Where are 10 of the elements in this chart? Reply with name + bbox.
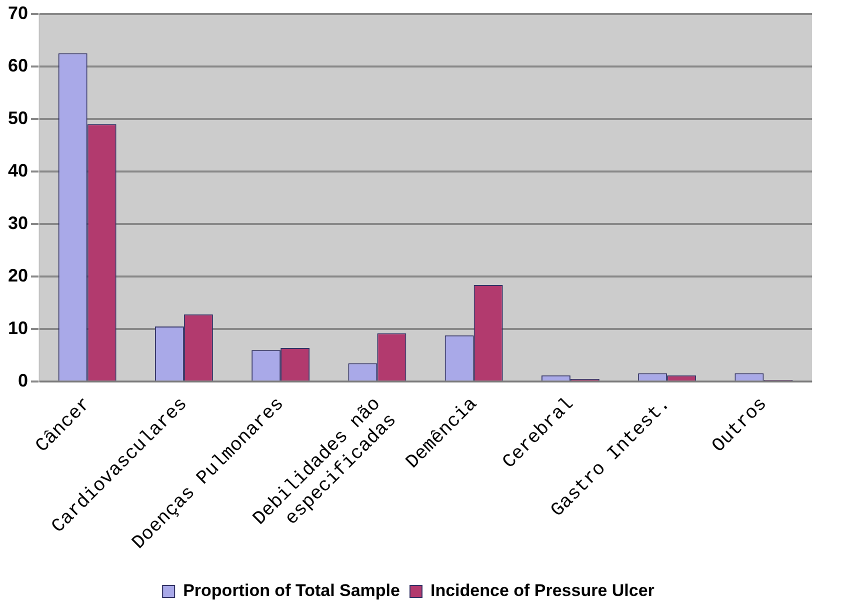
y-tick-label: 70 <box>8 2 28 23</box>
y-tick-label: 20 <box>8 266 28 286</box>
y-tick-label: 60 <box>8 55 28 76</box>
y-tick-label: 10 <box>8 318 28 338</box>
y-tick-label: 40 <box>8 160 28 180</box>
y-tick-label: 50 <box>8 108 28 128</box>
legend-label: Incidence of Pressure Ulcer <box>430 581 655 600</box>
legend-label: Proportion of Total Sample <box>183 581 400 600</box>
y-tick-label: 0 <box>18 370 28 391</box>
y-tick-label: 30 <box>8 212 28 233</box>
